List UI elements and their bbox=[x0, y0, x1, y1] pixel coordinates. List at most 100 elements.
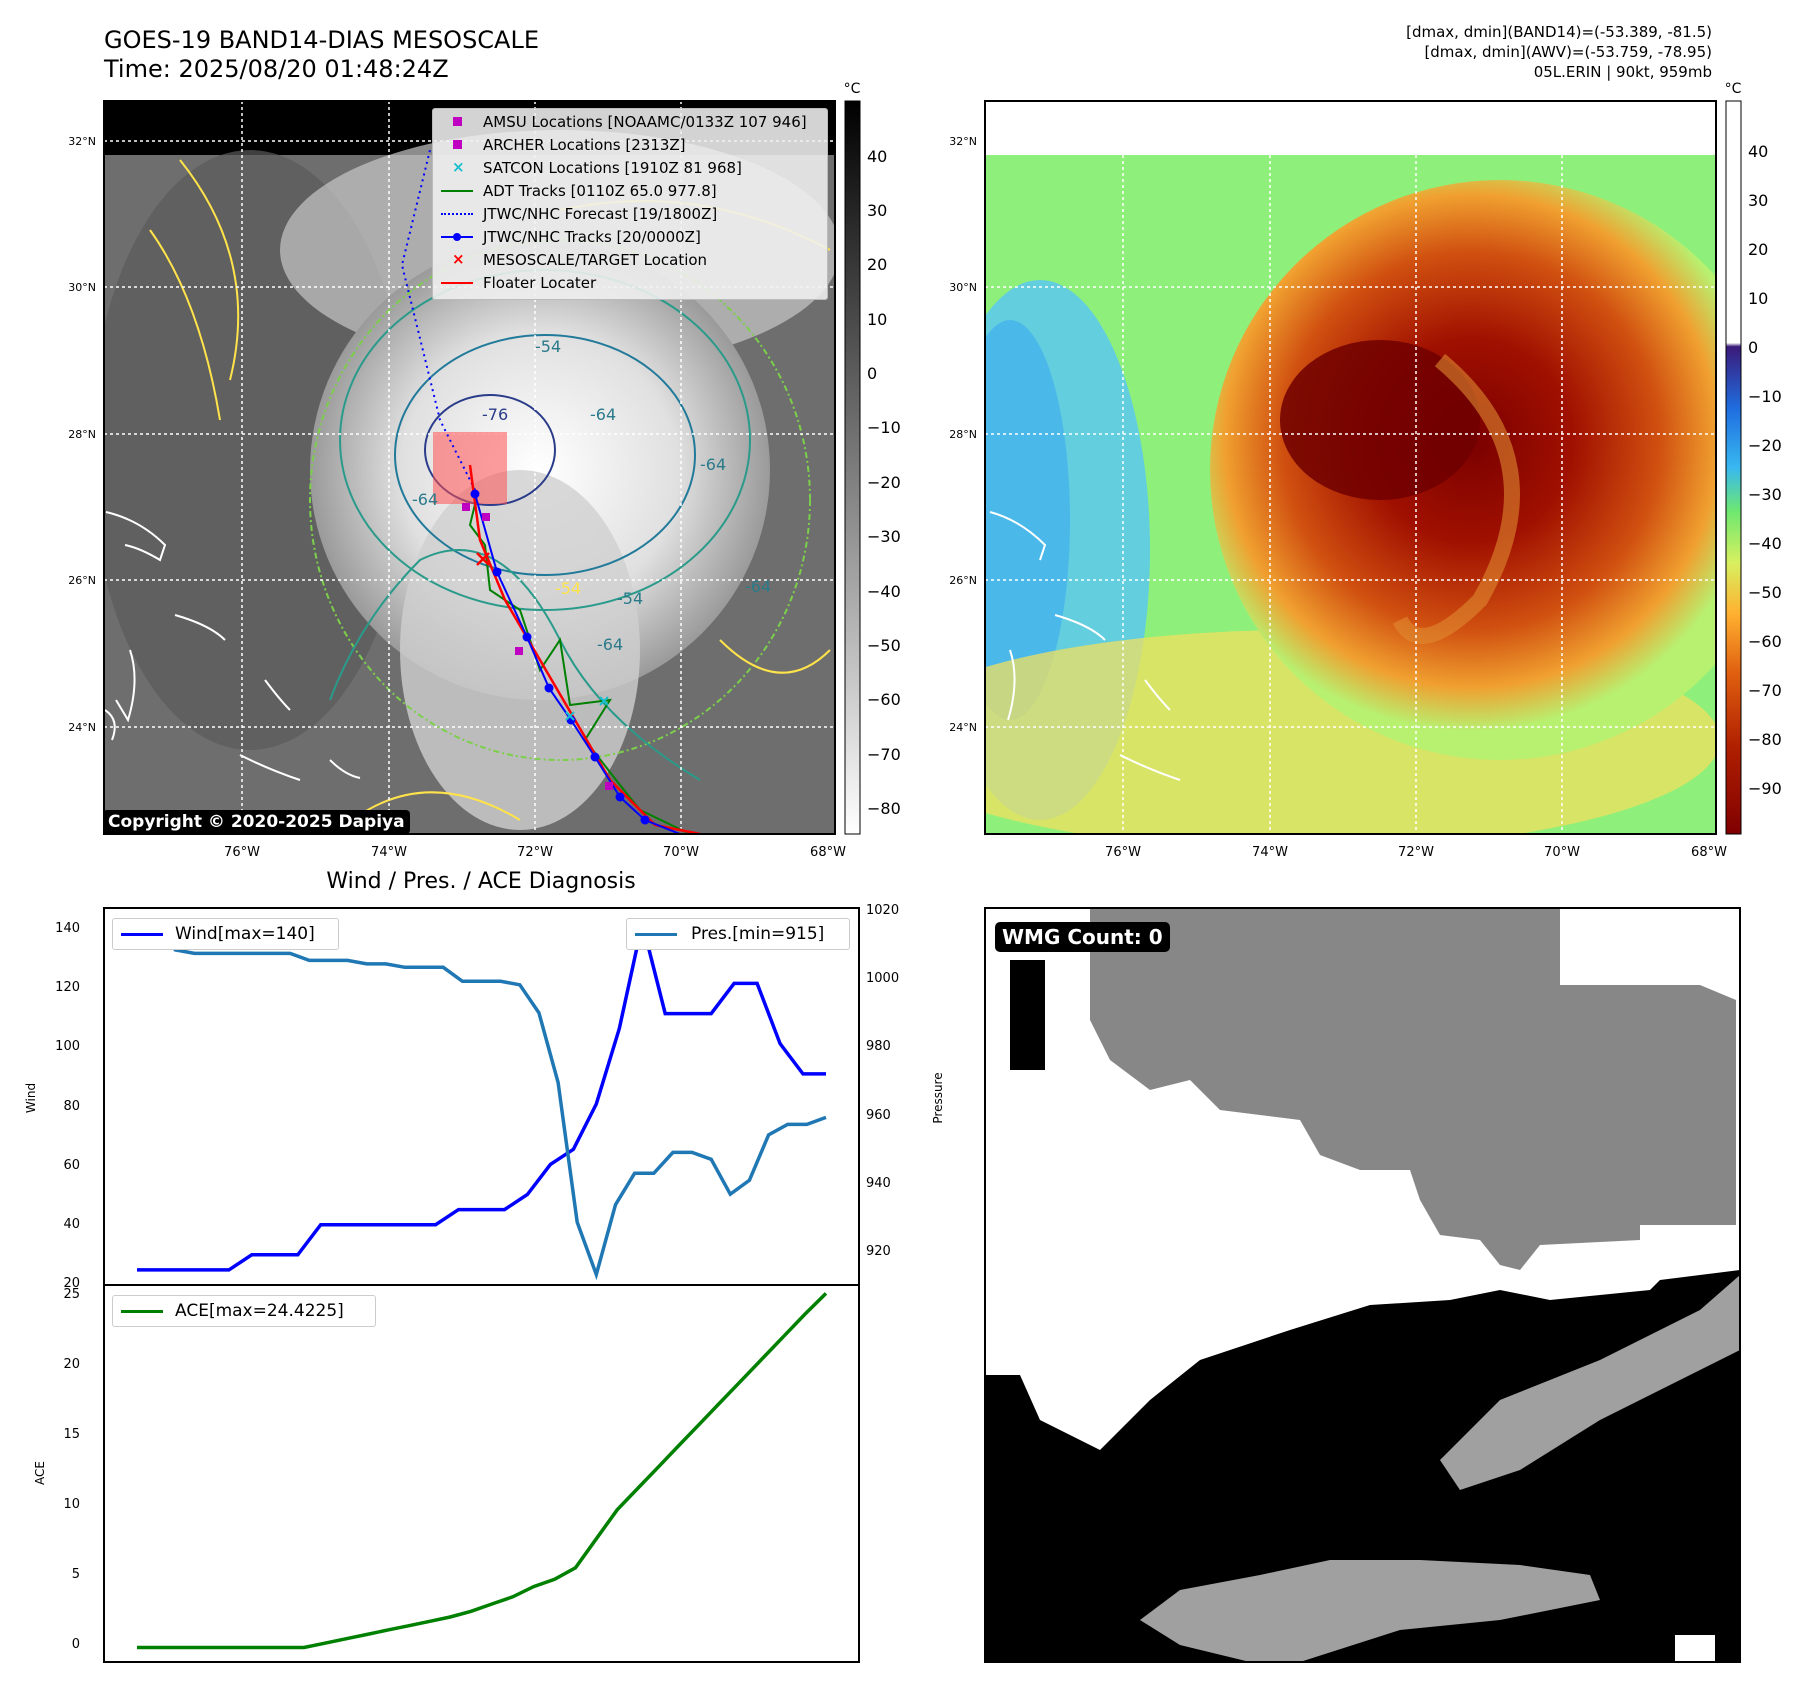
lat-label: 32°N bbox=[68, 135, 96, 148]
coastlines bbox=[104, 511, 361, 781]
awv-gridlines bbox=[985, 101, 1716, 834]
awv-colorbar-tick: 10 bbox=[1748, 289, 1768, 308]
awv-colorbar-tick: −40 bbox=[1748, 534, 1782, 553]
info-storm: 05L.ERIN | 90kt, 959mb bbox=[1533, 63, 1712, 81]
lon-label: 72°W bbox=[517, 845, 553, 860]
legend-marker-amsu bbox=[453, 117, 462, 126]
lon-label: 74°W bbox=[1252, 845, 1288, 860]
copyright-badge: Copyright © 2020-2025 Dapiya bbox=[103, 810, 410, 834]
lon-label: 70°W bbox=[663, 845, 699, 860]
info-band14-range: [dmax, dmin](BAND14)=(-53.389, -81.5) bbox=[1406, 23, 1712, 41]
legend-marker-floater bbox=[441, 282, 473, 284]
lat-label: 28°N bbox=[949, 428, 977, 441]
title-time: Time: 2025/08/20 01:48:24Z bbox=[104, 55, 449, 83]
wind-yticks: 140 120 100 80 60 40 20 bbox=[55, 921, 80, 1291]
legend-item-amsu: AMSU Locations [NOAAMC/0133Z 107 946] bbox=[433, 111, 827, 133]
ir-colorbar-tick: −70 bbox=[867, 745, 901, 764]
legend-label: SATCON Locations [1910Z 81 968] bbox=[483, 159, 742, 177]
pressure-ytick: 1000 bbox=[866, 971, 899, 986]
ace-chart: 25 20 15 10 5 0 ACE bbox=[33, 1284, 860, 1663]
legend-marker-archer bbox=[453, 140, 462, 149]
awv-colorbar-tick: −20 bbox=[1748, 436, 1782, 455]
figure-title: GOES-19 BAND14-DIAS MESOSCALE Time: 2025… bbox=[104, 26, 539, 84]
ir-colorbar-tick: −80 bbox=[867, 799, 901, 818]
legend-item-floater: Floater Locater bbox=[433, 272, 827, 294]
lon-label: 76°W bbox=[1105, 845, 1141, 860]
awv-colorbar-tick: −50 bbox=[1748, 583, 1782, 602]
awv-colorbar-tick: −30 bbox=[1748, 485, 1782, 504]
ir-colorbar-tick: 20 bbox=[867, 255, 887, 274]
ir-colorbar-ticks: 40 30 20 10 0 −10 −20 −30 −40 −50 −60 −7… bbox=[867, 147, 901, 818]
ir-colorbar-tick: −30 bbox=[867, 527, 901, 546]
wmg-frame bbox=[984, 907, 1741, 1663]
pressure-legend: Pres.[min=915] bbox=[626, 918, 850, 950]
awv-map bbox=[985, 101, 1716, 834]
pressure-ytick: 1020 bbox=[866, 903, 899, 918]
wind-ytick: 120 bbox=[55, 980, 80, 995]
best-track-points bbox=[470, 489, 650, 825]
diagnosis-title: Wind / Pres. / ACE Diagnosis bbox=[326, 869, 635, 894]
ir-lon-labels: 76°W 74°W 72°W 70°W 68°W bbox=[224, 845, 846, 860]
wmg-region-light-gray bbox=[1440, 1275, 1740, 1490]
contour-label: -64 bbox=[412, 490, 438, 509]
lon-label: 74°W bbox=[371, 845, 407, 860]
wind-legend: Wind[max=140] bbox=[112, 918, 339, 950]
pressure-legend-line bbox=[635, 933, 677, 936]
wind-ytick: 140 bbox=[55, 921, 80, 936]
lon-label: 76°W bbox=[224, 845, 260, 860]
ace-series-line bbox=[137, 1292, 828, 1650]
lat-label: 30°N bbox=[68, 281, 96, 294]
ir-lat-labels: 32°N 30°N 28°N 26°N 24°N bbox=[68, 135, 96, 734]
ace-ytick: 15 bbox=[63, 1427, 80, 1442]
contour-label: -64 bbox=[700, 455, 726, 474]
wind-ytick: 40 bbox=[63, 1217, 80, 1232]
wind-axis-label: Wind bbox=[24, 1083, 38, 1113]
awv-hurricane bbox=[1210, 180, 1716, 760]
awv-colorbar-tick: 30 bbox=[1748, 191, 1768, 210]
awv-colorbar-ticks: 40 30 20 10 0 −10 −20 −30 −40 −50 −60 −7… bbox=[1748, 142, 1782, 798]
ace-ytick: 25 bbox=[63, 1287, 80, 1302]
legend-label: ARCHER Locations [2313Z] bbox=[483, 136, 686, 154]
awv-colorbar-tick: −70 bbox=[1748, 681, 1782, 700]
lat-label: 24°N bbox=[68, 721, 96, 734]
wmg-region-light-gray-lower bbox=[1140, 1560, 1600, 1662]
amsu-archer-points bbox=[462, 503, 613, 790]
pressure-ytick: 920 bbox=[866, 1244, 891, 1259]
contour-label: -64 bbox=[745, 577, 771, 596]
contour-label: -54 bbox=[555, 579, 581, 598]
awv-colorbar-tick: −10 bbox=[1748, 387, 1782, 406]
lat-label: 26°N bbox=[949, 574, 977, 587]
legend-label: Floater Locater bbox=[483, 274, 597, 292]
mesoscale-target-marker bbox=[476, 552, 490, 566]
wmg-panel bbox=[984, 907, 1741, 1663]
awv-nodata-strip bbox=[985, 101, 1716, 155]
pressure-ytick: 940 bbox=[866, 1176, 891, 1191]
awv-colorbar-unit: °C bbox=[1725, 81, 1742, 97]
awv-colorbar bbox=[1725, 100, 1742, 835]
wind-ytick: 60 bbox=[63, 1158, 80, 1173]
lat-label: 30°N bbox=[949, 281, 977, 294]
wind-legend-line bbox=[121, 933, 163, 936]
pressure-series-line bbox=[137, 923, 827, 1281]
ir-colorbar-tick: −50 bbox=[867, 636, 901, 655]
legend-marker-forecast bbox=[441, 213, 473, 215]
wind-ytick: 20 bbox=[63, 1276, 80, 1291]
pressure-legend-label: Pres.[min=915] bbox=[691, 924, 825, 944]
ace-legend: ACE[max=24.4225] bbox=[112, 1295, 376, 1327]
awv-lat-labels: 32°N 30°N 28°N 26°N 24°N bbox=[949, 135, 977, 734]
ir-colorbar-tick: 30 bbox=[867, 201, 887, 220]
wmg-region-black bbox=[985, 1270, 1740, 1662]
lon-label: 68°W bbox=[810, 845, 846, 860]
ace-ytick: 0 bbox=[72, 1637, 80, 1652]
contour-label: -64 bbox=[597, 635, 623, 654]
lat-label: 24°N bbox=[949, 721, 977, 734]
legend-marker-mesoscale: × bbox=[452, 250, 465, 268]
pressure-ytick: 960 bbox=[866, 1108, 891, 1123]
ir-colorbar-tick: −10 bbox=[867, 418, 901, 437]
contour-label: -54 bbox=[617, 589, 643, 608]
wind-ytick: 100 bbox=[55, 1039, 80, 1054]
legend-item-satcon: × SATCON Locations [1910Z 81 968] bbox=[433, 157, 827, 179]
awv-map-frame bbox=[984, 100, 1717, 835]
legend-item-best-track: JTWC/NHC Tracks [20/0000Z] bbox=[433, 226, 827, 248]
wind-ytick: 80 bbox=[63, 1099, 80, 1114]
